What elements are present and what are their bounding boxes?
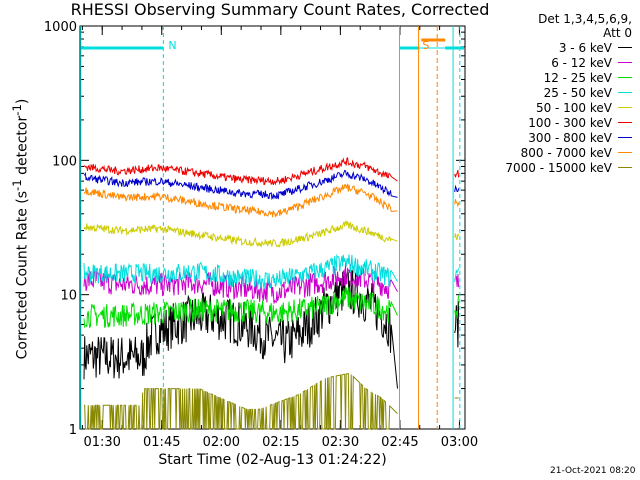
legend-swatch bbox=[618, 167, 632, 168]
generation-timestamp: 21-Oct-2021 08:20 bbox=[550, 466, 636, 476]
series-line-late-5 bbox=[454, 169, 460, 178]
legend-label: 800 - 7000 keV bbox=[520, 145, 612, 160]
y-tick-label: 100 bbox=[52, 154, 77, 169]
legend-swatch bbox=[618, 47, 632, 48]
legend-label: 3 - 6 keV bbox=[558, 40, 612, 55]
legend-entry: 12 - 25 keV bbox=[470, 70, 632, 85]
legend-label: 12 - 25 keV bbox=[543, 70, 612, 85]
y-tick-label: 1 bbox=[69, 423, 77, 438]
legend-entry: 300 - 800 keV bbox=[470, 130, 632, 145]
legend-header-attenuator: Att 0 bbox=[603, 26, 632, 40]
legend-entry: 7000 - 15000 keV bbox=[470, 160, 632, 175]
series-line-6 bbox=[83, 169, 398, 200]
x-tick-label: 02:30 bbox=[322, 435, 359, 450]
legend-swatch bbox=[618, 137, 632, 138]
series-line-0 bbox=[83, 270, 398, 389]
legend-swatch bbox=[618, 92, 632, 93]
y-tick-label: 10 bbox=[60, 289, 77, 304]
legend-entry: 25 - 50 keV bbox=[470, 85, 632, 100]
y-tick-label: 1000 bbox=[44, 20, 77, 35]
orbit-annotation: N bbox=[168, 39, 176, 52]
series-line-7 bbox=[83, 183, 398, 218]
series-line-late-7 bbox=[454, 199, 460, 207]
series-line-4 bbox=[83, 220, 398, 248]
legend: Det 1,3,4,5,6,9, Att 0 3 - 6 keV 6 - 12 k… bbox=[470, 12, 632, 175]
x-tick-label: 02:15 bbox=[262, 435, 299, 450]
orbit-annotation: S bbox=[422, 39, 429, 52]
legend-header-detectors: Det 1,3,4,5,6,9, bbox=[538, 12, 632, 26]
legend-entry: 3 - 6 keV bbox=[470, 40, 632, 55]
legend-swatch bbox=[618, 152, 632, 153]
series-line-late-6 bbox=[454, 184, 460, 193]
x-tick-label: 01:45 bbox=[143, 435, 180, 450]
legend-label: 300 - 800 keV bbox=[528, 130, 612, 145]
legend-swatch bbox=[618, 77, 632, 78]
legend-label: 50 - 100 keV bbox=[535, 100, 612, 115]
legend-entry: 100 - 300 keV bbox=[470, 115, 632, 130]
legend-entry: 6 - 12 keV bbox=[470, 55, 632, 70]
legend-swatch bbox=[618, 122, 632, 123]
x-tick-label: 02:00 bbox=[203, 435, 240, 450]
chart-title: RHESSI Observing Summary Count Rates, Co… bbox=[70, 0, 490, 19]
legend-label: 7000 - 15000 keV bbox=[505, 160, 612, 175]
legend-entry: 800 - 7000 keV bbox=[470, 145, 632, 160]
series-line-2 bbox=[83, 287, 398, 329]
x-tick-label: 01:30 bbox=[83, 435, 120, 450]
series-line-late-2 bbox=[454, 295, 460, 319]
series-line-5 bbox=[83, 157, 398, 186]
legend-label: 6 - 12 keV bbox=[551, 55, 612, 70]
legend-swatch bbox=[618, 62, 632, 63]
legend-label: 25 - 50 keV bbox=[543, 85, 612, 100]
series-line-8 bbox=[84, 373, 398, 430]
x-tick-label: 02:45 bbox=[381, 435, 418, 450]
series-line-3 bbox=[83, 253, 398, 290]
legend-label: 100 - 300 keV bbox=[528, 115, 612, 130]
series-line-late-4 bbox=[454, 233, 460, 241]
series-line-late-0 bbox=[454, 301, 460, 348]
series-line-late-3 bbox=[454, 268, 460, 283]
legend-entry: 50 - 100 keV bbox=[470, 100, 632, 115]
legend-swatch bbox=[618, 107, 632, 108]
x-tick-label: 03:00 bbox=[441, 435, 478, 450]
x-axis-label: Start Time (02-Aug-13 01:24:22) bbox=[158, 452, 387, 468]
